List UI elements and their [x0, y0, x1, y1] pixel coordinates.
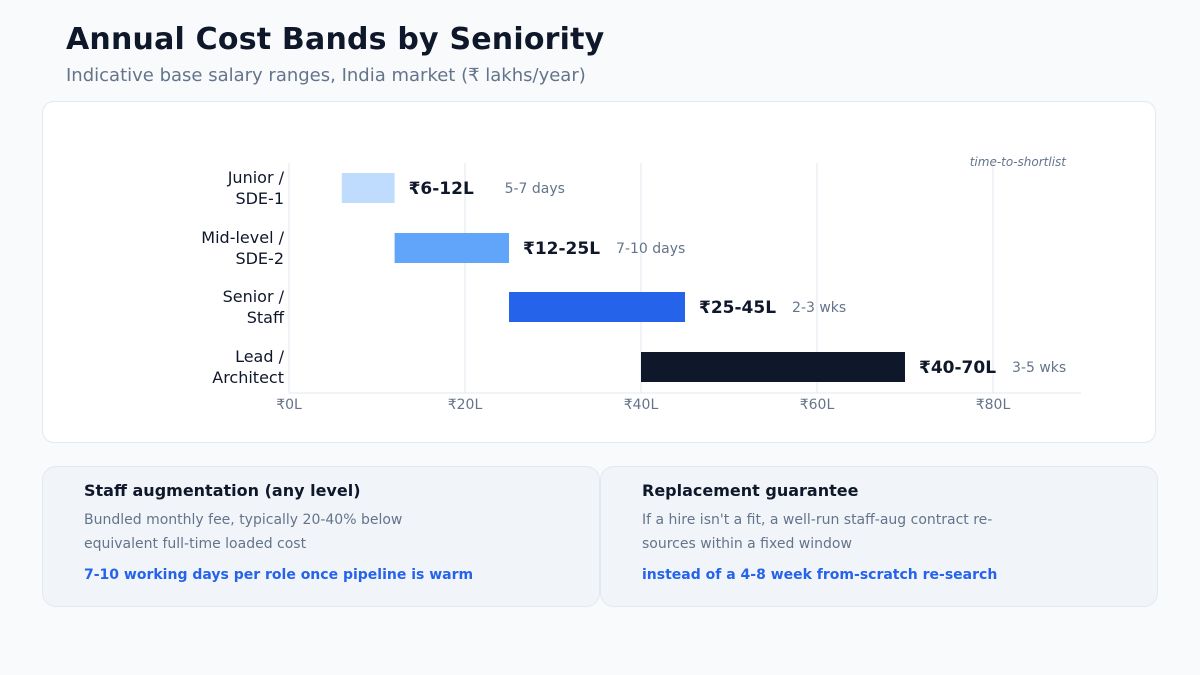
card-description: If a hire isn't a fit, a well-run staff-… — [642, 512, 993, 552]
category-label: Lead / Architect — [212, 347, 284, 387]
category-label-line: Mid-level / — [201, 228, 284, 247]
range-bar — [341, 173, 395, 203]
card-description: Bundled monthly fee, typically 20-40% be… — [84, 512, 403, 552]
time-to-shortlist-note: 7-10 days — [616, 241, 685, 257]
time-to-shortlist-header: time-to-shortlist — [970, 155, 1068, 169]
category-label: Senior / Staff — [223, 287, 285, 327]
x-tick-label: ₹80L — [976, 397, 1011, 413]
range-label: ₹25-45L — [699, 298, 776, 318]
page-title: Annual Cost Bands by Seniority — [66, 22, 605, 57]
time-to-shortlist-note: 3-5 wks — [1012, 360, 1066, 376]
category-label-line: Lead / — [235, 347, 285, 366]
time-to-shortlist-note: 2-3 wks — [792, 300, 846, 316]
category-label-line: Staff — [247, 308, 285, 327]
category-label-line: Senior / — [223, 287, 285, 306]
page-subtitle: Indicative base salary ranges, India mar… — [66, 65, 586, 86]
card-title: Replacement guarantee — [642, 481, 859, 500]
category-label-line: SDE-2 — [235, 249, 284, 268]
cost-band-chart: ₹0L ₹20L ₹40L ₹60L ₹80L time-to-shortlist Juni… — [201, 155, 1081, 413]
category-label-line: Junior / — [227, 168, 285, 187]
x-tick-label: ₹40L — [624, 397, 659, 413]
range-bar — [509, 292, 685, 322]
x-tick-label: ₹60L — [800, 397, 835, 413]
chart-card: ₹0L ₹20L ₹40L ₹60L ₹80L time-to-shortlist Juni… — [42, 101, 1156, 443]
card-highlight: instead of a 4-8 week from-scratch re-se… — [642, 567, 998, 583]
category-label: Mid-level / SDE-2 — [201, 228, 284, 268]
range-label: ₹6-12L — [409, 179, 474, 199]
category-label-line: SDE-1 — [235, 189, 284, 208]
category-label: Junior / SDE-1 — [227, 168, 285, 208]
category-label-line: Architect — [212, 368, 284, 387]
card-highlight: 7-10 working days per role once pipeline… — [84, 567, 474, 583]
x-tick-label: ₹0L — [276, 397, 302, 413]
range-label: ₹40-70L — [919, 358, 996, 378]
x-tick-label: ₹20L — [448, 397, 483, 413]
replacement-guarantee-card: Replacement guarantee If a hire isn't a … — [600, 466, 1158, 607]
card-title: Staff augmentation (any level) — [84, 481, 361, 500]
range-bar — [641, 352, 905, 382]
staff-augmentation-card: Staff augmentation (any level) Bundled m… — [42, 466, 600, 607]
time-to-shortlist-note: 5-7 days — [505, 181, 565, 197]
range-bar — [394, 233, 509, 263]
range-label: ₹12-25L — [523, 239, 600, 259]
